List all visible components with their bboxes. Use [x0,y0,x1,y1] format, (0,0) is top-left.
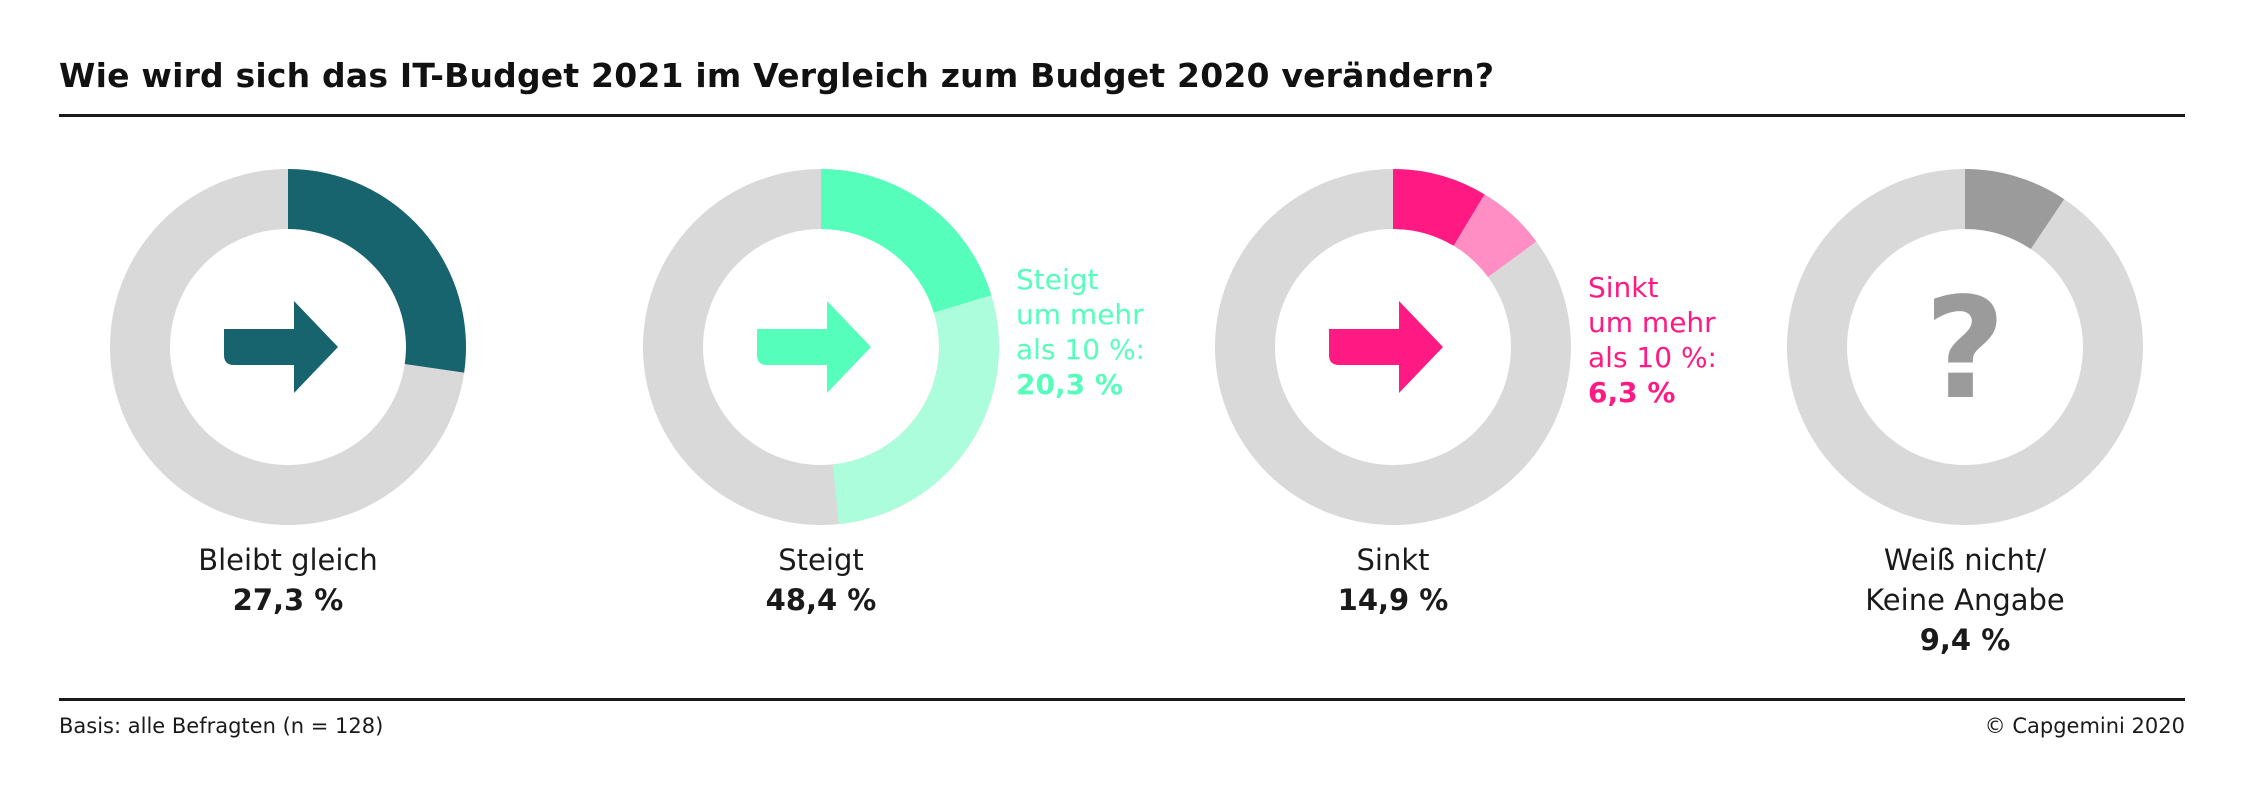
footer-basis: Basis: alle Befragten (n = 128) [59,714,384,738]
arrow-right-icon [757,301,871,393]
label-weiss-nicht: Weiß nicht/ Keine Angabe 9,4 % [1725,540,2205,660]
donut-segment-2 [832,295,999,525]
chart-title: Wie wird sich das IT-Budget 2021 im Verg… [59,56,1495,95]
value-label: 9,4 % [1919,623,2011,657]
callout-sinkt: Sinkt um mehr als 10 %: 6,3 % [1588,270,1768,410]
callout-line: um mehr [1588,306,1716,339]
callout-line: als 10 %: [1588,341,1717,374]
label-sinkt: Sinkt 14,9 % [1153,540,1633,620]
footer-copyright: © Capgemini 2020 [1984,714,2185,738]
donut-sinkt [1214,168,1571,525]
category-label: Weiß nicht/ [1883,543,2047,577]
arrow-right-icon [1329,301,1443,393]
callout-steigt: Steigt um mehr als 10 %: 20,3 % [1016,262,1196,402]
callout-line: Steigt [1016,263,1099,296]
callout-value: 6,3 % [1588,376,1676,409]
arrow-right-icon [224,301,338,393]
donut-segment-1 [1965,168,2065,249]
category-label: Steigt [778,543,864,577]
category-label: Bleibt gleich [198,543,378,577]
label-steigt: Steigt 48,4 % [581,540,1061,620]
category-label: Keine Angabe [1865,583,2065,617]
category-label: Sinkt [1356,543,1430,577]
bottom-divider [59,698,2185,701]
donut-segment-2 [1453,194,1537,278]
value-label: 48,4 % [765,583,877,617]
donut-weiss-nicht: ? [1786,168,2143,525]
callout-value: 20,3 % [1016,368,1123,401]
value-label: 14,9 % [1337,583,1449,617]
label-bleibt-gleich: Bleibt gleich 27,3 % [48,540,528,620]
donut-segment-1 [821,169,992,313]
callout-line: als 10 %: [1016,333,1145,366]
donut-bleibt-gleich [109,169,466,525]
top-divider [59,114,2185,117]
question-mark-icon: ? [1924,268,2005,431]
callout-line: Sinkt [1588,271,1659,304]
callout-line: um mehr [1016,298,1144,331]
value-label: 27,3 % [232,583,344,617]
donut-segment-1 [288,169,466,373]
donut-steigt [642,169,999,525]
donut-segment-1 [1393,168,1485,246]
donut-track [1786,169,2143,525]
